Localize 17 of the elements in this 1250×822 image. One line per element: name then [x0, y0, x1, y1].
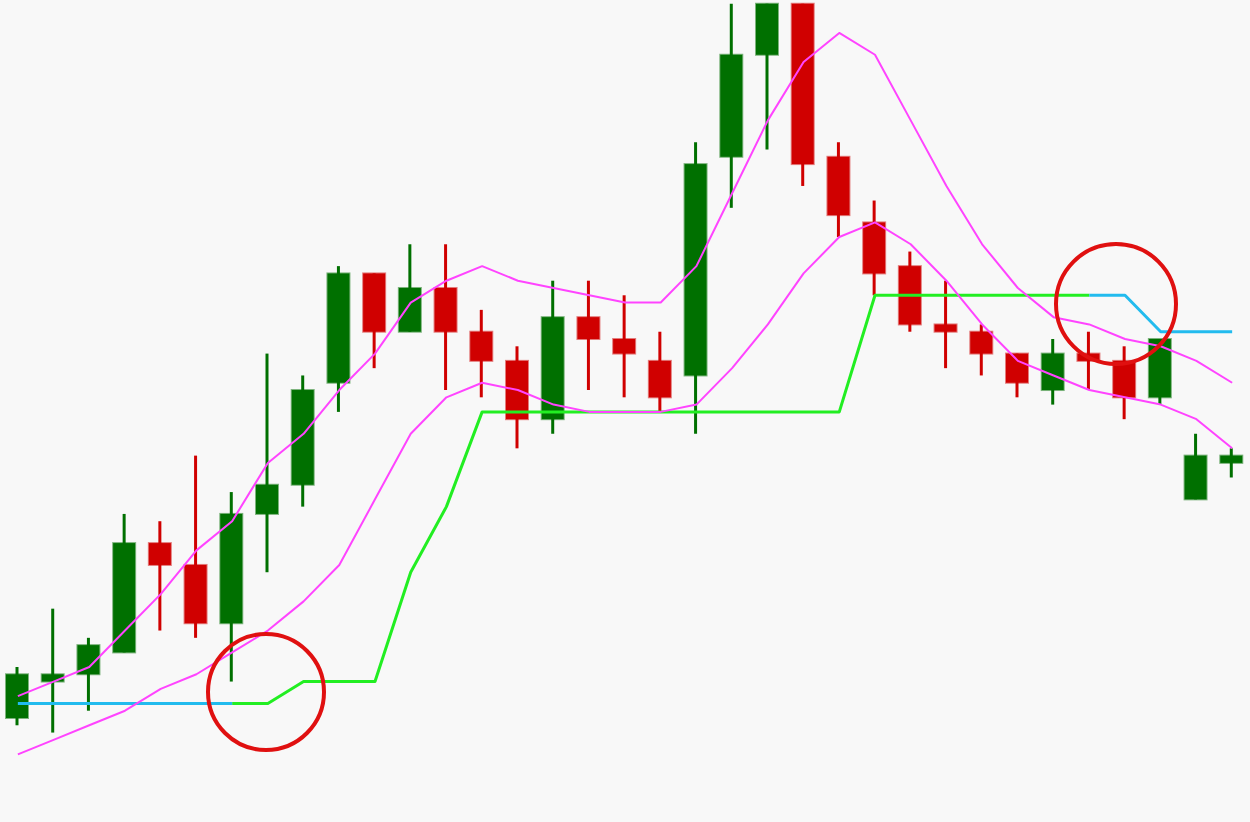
- candlestick: [576, 279, 601, 392]
- candlestick: [1005, 352, 1029, 399]
- candlestick: [1183, 432, 1208, 501]
- candlestick: [5, 665, 29, 727]
- candlestick: [147, 519, 172, 633]
- candlestick: [397, 242, 422, 334]
- candlestick: [1219, 446, 1244, 479]
- candlestick: [469, 308, 494, 399]
- candlestick: [647, 330, 672, 414]
- candlestick: [255, 352, 279, 574]
- candlestick: [40, 607, 65, 735]
- candlestick: [969, 322, 994, 377]
- candlestick: [433, 242, 458, 392]
- candlestick: [1040, 337, 1065, 407]
- candlestick: [612, 293, 637, 399]
- candlestick: [76, 636, 101, 713]
- candlestick: [933, 279, 958, 370]
